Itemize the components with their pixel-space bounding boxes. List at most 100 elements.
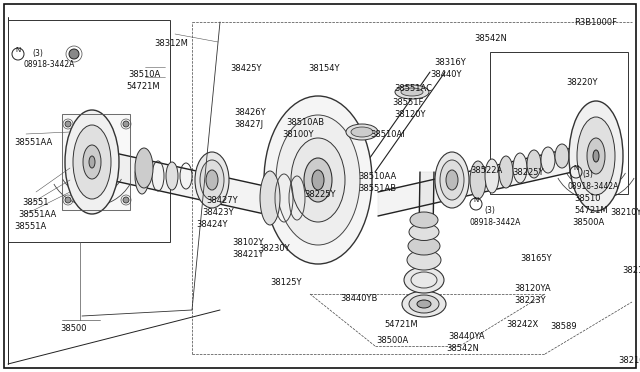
Ellipse shape: [166, 162, 178, 190]
Bar: [62, 114, 130, 210]
Polygon shape: [92, 148, 310, 224]
Text: 38427J: 38427J: [234, 120, 263, 129]
Text: 38522A: 38522A: [470, 166, 502, 175]
Ellipse shape: [200, 160, 224, 200]
Ellipse shape: [206, 170, 218, 190]
Text: 38316Y: 38316Y: [434, 58, 466, 67]
Text: 38551: 38551: [22, 198, 49, 207]
Ellipse shape: [435, 152, 469, 208]
Polygon shape: [62, 114, 130, 210]
Text: 38230Y: 38230Y: [258, 244, 290, 253]
Text: 38510A: 38510A: [128, 70, 160, 79]
Text: 08918-3442A: 08918-3442A: [568, 182, 620, 191]
Circle shape: [65, 197, 71, 203]
Text: 38542N: 38542N: [474, 34, 507, 43]
Ellipse shape: [351, 127, 373, 137]
Ellipse shape: [402, 291, 446, 317]
Text: 38427Y: 38427Y: [206, 196, 237, 205]
Ellipse shape: [404, 267, 444, 293]
Ellipse shape: [135, 158, 149, 194]
Text: 38551AA: 38551AA: [14, 138, 52, 147]
Ellipse shape: [541, 147, 555, 173]
Ellipse shape: [312, 170, 324, 190]
Text: 38551AC: 38551AC: [394, 84, 432, 93]
Text: 38551A: 38551A: [14, 222, 46, 231]
Text: 38165Y: 38165Y: [520, 254, 552, 263]
Text: 38551F: 38551F: [392, 98, 424, 107]
Ellipse shape: [527, 150, 541, 178]
Text: 38426Y: 38426Y: [234, 108, 266, 117]
Text: 38542N: 38542N: [446, 344, 479, 353]
Polygon shape: [378, 144, 590, 216]
Ellipse shape: [417, 300, 431, 308]
Text: 38551AB: 38551AB: [358, 184, 396, 193]
Text: 38423Y: 38423Y: [202, 208, 234, 217]
Ellipse shape: [513, 153, 527, 183]
Ellipse shape: [407, 250, 441, 270]
Text: 54721M: 54721M: [384, 320, 418, 329]
Circle shape: [123, 197, 129, 203]
Ellipse shape: [304, 158, 332, 202]
Text: N: N: [474, 197, 479, 203]
Ellipse shape: [395, 85, 429, 99]
Text: 54721M: 54721M: [126, 82, 159, 91]
Ellipse shape: [499, 156, 513, 188]
Ellipse shape: [593, 150, 599, 162]
Text: 38510: 38510: [574, 194, 600, 203]
Text: 38223Y: 38223Y: [514, 296, 546, 305]
Ellipse shape: [485, 159, 499, 193]
Text: 38312M: 38312M: [154, 39, 188, 48]
Text: 38440YB: 38440YB: [340, 294, 378, 303]
Text: (3): (3): [484, 206, 495, 215]
Text: R3B1000F: R3B1000F: [574, 18, 617, 27]
Ellipse shape: [587, 138, 605, 174]
Text: 38120Y: 38120Y: [394, 110, 426, 119]
Ellipse shape: [569, 101, 623, 211]
Ellipse shape: [73, 125, 111, 199]
Text: 38225Y: 38225Y: [304, 190, 335, 199]
Text: 38210Y: 38210Y: [622, 266, 640, 275]
Text: 38210Y: 38210Y: [610, 208, 640, 217]
Ellipse shape: [291, 138, 345, 222]
Text: 38421Y: 38421Y: [232, 250, 264, 259]
Ellipse shape: [401, 88, 423, 96]
Ellipse shape: [89, 156, 95, 168]
Text: 38424Y: 38424Y: [196, 220, 227, 229]
Text: 08918-3442A: 08918-3442A: [470, 218, 522, 227]
Ellipse shape: [409, 295, 439, 313]
Ellipse shape: [346, 124, 378, 140]
Text: 38210J: 38210J: [618, 356, 640, 365]
Text: 38102Y: 38102Y: [232, 238, 264, 247]
Ellipse shape: [409, 224, 439, 241]
Text: N: N: [15, 47, 20, 53]
Circle shape: [69, 49, 79, 59]
Circle shape: [65, 121, 71, 127]
Text: 38510AI: 38510AI: [370, 130, 404, 139]
Text: N: N: [573, 165, 579, 171]
Bar: [490, 52, 628, 194]
Ellipse shape: [470, 161, 486, 199]
Ellipse shape: [65, 110, 119, 214]
Circle shape: [123, 121, 129, 127]
Text: 54721M: 54721M: [574, 206, 607, 215]
Ellipse shape: [195, 152, 229, 208]
Ellipse shape: [83, 145, 101, 179]
Ellipse shape: [260, 171, 280, 225]
Polygon shape: [418, 172, 434, 294]
Ellipse shape: [577, 117, 615, 195]
Text: 38589: 38589: [550, 322, 577, 331]
Text: 38500A: 38500A: [376, 336, 408, 345]
Text: 38510AB: 38510AB: [286, 118, 324, 127]
Ellipse shape: [408, 237, 440, 255]
Ellipse shape: [555, 144, 569, 168]
Text: 38100Y: 38100Y: [282, 130, 314, 139]
Text: 38242X: 38242X: [506, 320, 538, 329]
Text: 38551AA: 38551AA: [18, 210, 56, 219]
Text: (3): (3): [582, 170, 593, 179]
Ellipse shape: [410, 212, 438, 228]
Text: 38220Y: 38220Y: [566, 78, 598, 87]
Text: 38425Y: 38425Y: [230, 64, 262, 73]
Text: 38120YA: 38120YA: [514, 284, 550, 293]
Text: 38440Y: 38440Y: [430, 70, 461, 79]
Text: 38510AA: 38510AA: [358, 172, 396, 181]
